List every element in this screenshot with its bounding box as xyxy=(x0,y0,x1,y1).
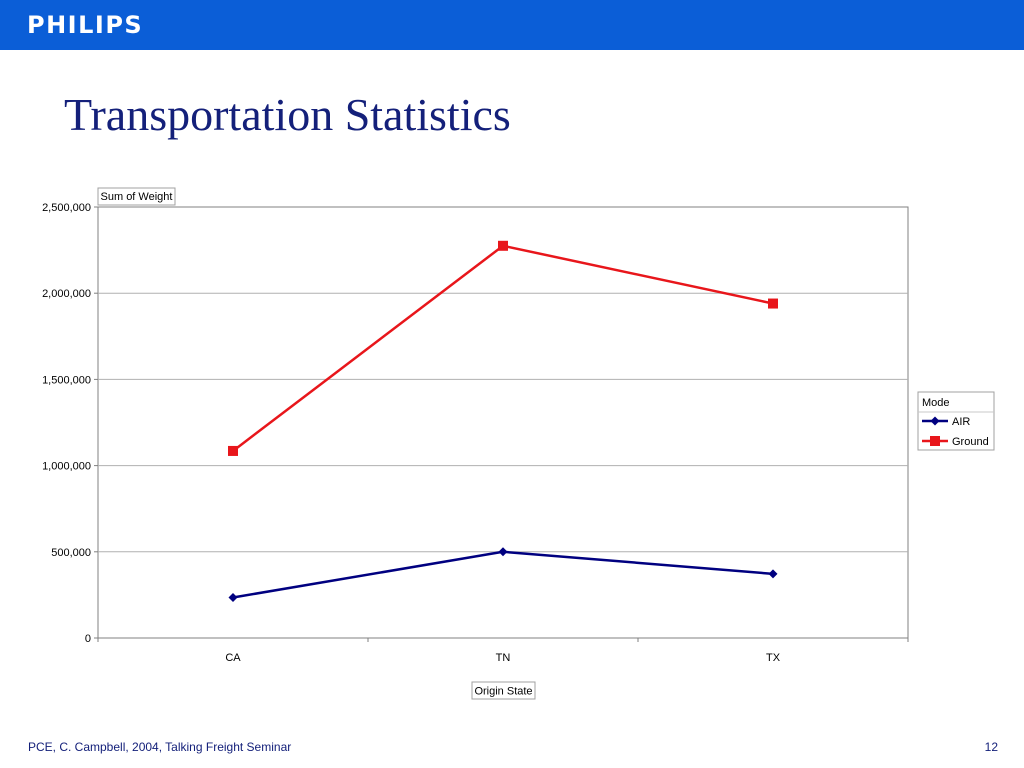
legend-marker xyxy=(930,416,940,426)
footer-credit: PCE, C. Campbell, 2004, Talking Freight … xyxy=(28,740,292,754)
data-point xyxy=(498,240,508,251)
data-point xyxy=(768,569,778,579)
x-tick-label: TX xyxy=(766,652,781,664)
header-bar: PHILIPS xyxy=(0,0,1024,50)
y-axis-title: Sum of Weight xyxy=(101,191,173,203)
y-tick-label: 0 xyxy=(85,633,91,645)
x-tick-label: TN xyxy=(496,652,511,664)
x-tick-label: CA xyxy=(225,652,241,664)
philips-logo: PHILIPS xyxy=(27,11,144,39)
y-axis-title-box: Sum of Weight xyxy=(97,187,176,206)
plot-area xyxy=(97,206,909,639)
legend-items: AIR Ground xyxy=(922,416,989,448)
y-tick-label: 1,500,000 xyxy=(42,374,91,386)
series-air xyxy=(228,547,778,602)
data-point xyxy=(498,547,508,557)
y-tick-label: 2,000,000 xyxy=(42,288,91,300)
legend-title: Mode xyxy=(922,397,950,409)
legend-marker xyxy=(930,436,940,446)
legend-label: Ground xyxy=(952,436,989,448)
data-point xyxy=(228,445,238,456)
series-ground xyxy=(228,240,778,456)
page-number: 12 xyxy=(984,740,998,754)
grid-lines xyxy=(98,292,908,553)
x-axis-title: Origin State xyxy=(474,686,532,698)
axes: 0 500,000 1,000,000 1,500,000 2,000,000 2,500… xyxy=(42,202,909,664)
y-tick-label: 500,000 xyxy=(51,547,91,559)
legend: Mode AIR Ground xyxy=(917,391,995,451)
series-group xyxy=(228,240,778,602)
y-tick-label: 1,000,000 xyxy=(42,461,91,473)
slide-title: Transportation Statistics xyxy=(64,89,511,140)
x-axis-title-box: Origin State xyxy=(471,681,536,700)
y-tick-label: 2,500,000 xyxy=(42,202,91,214)
legend-label: AIR xyxy=(952,416,970,428)
data-point xyxy=(768,298,778,309)
data-point xyxy=(228,592,238,602)
